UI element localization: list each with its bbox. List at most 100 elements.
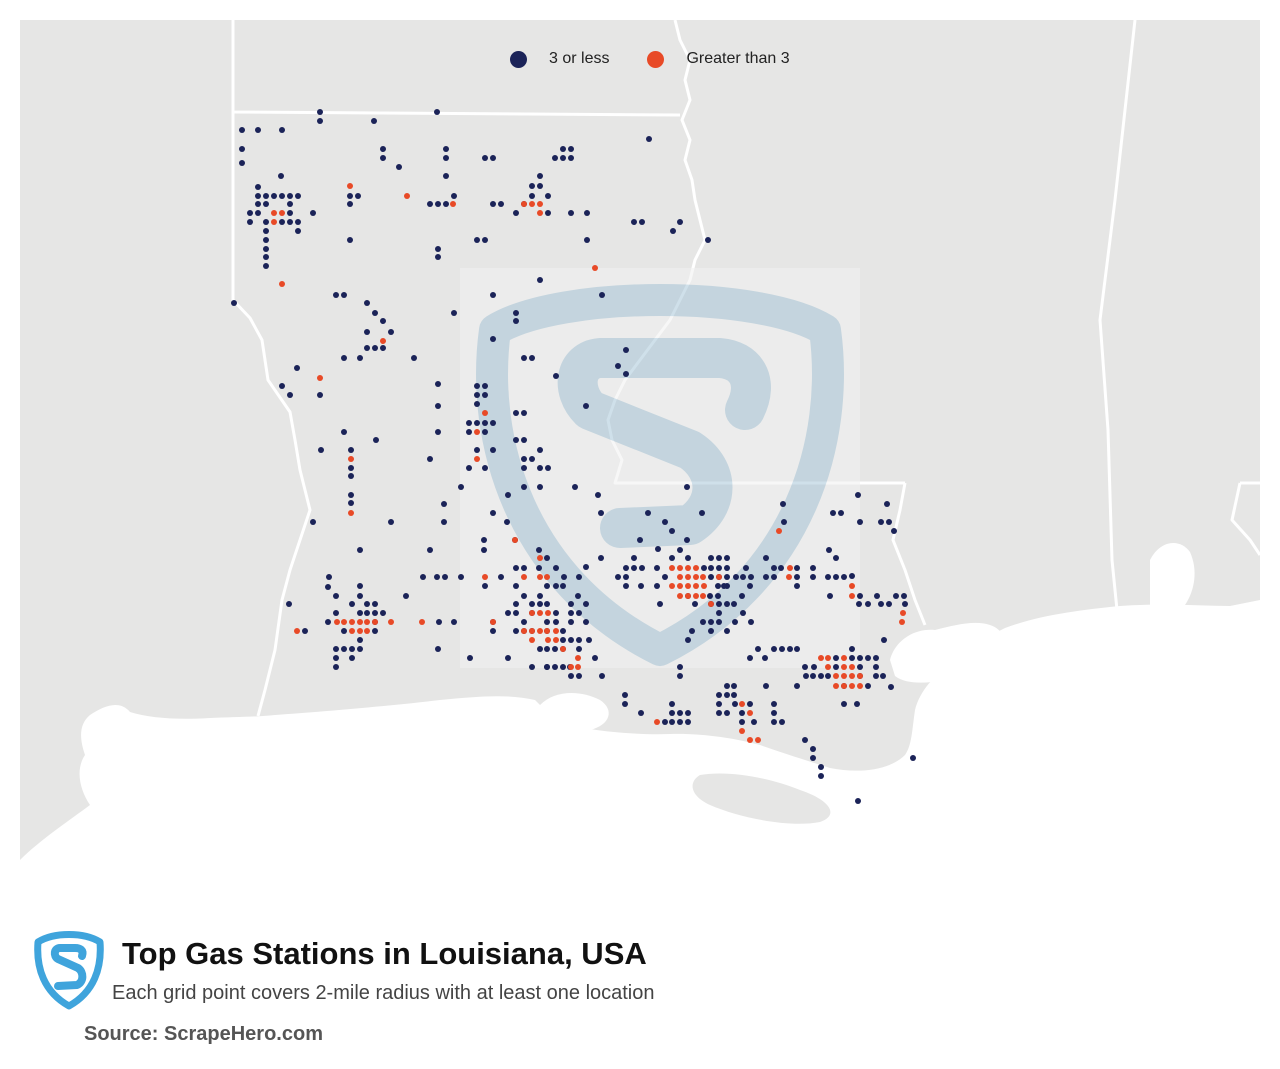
lake-pontchartrain <box>890 622 1005 683</box>
grid-point-low <box>482 155 488 161</box>
grid-point-low <box>724 565 730 571</box>
grid-point-high <box>701 583 707 589</box>
grid-point-low <box>333 664 339 670</box>
grid-point-low <box>771 719 777 725</box>
grid-point-low <box>341 292 347 298</box>
grid-point-high <box>900 610 906 616</box>
grid-point-low <box>364 601 370 607</box>
grid-point-low <box>833 574 839 580</box>
grid-point-low <box>721 583 727 589</box>
grid-point-high <box>545 637 551 643</box>
grid-point-low <box>592 655 598 661</box>
grid-point-low <box>716 619 722 625</box>
grid-point-high <box>677 593 683 599</box>
scrapehero-shield-icon <box>34 931 104 1010</box>
grid-point-low <box>623 574 629 580</box>
grid-point-low <box>349 601 355 607</box>
grid-point-high <box>544 574 550 580</box>
mississippi-islands <box>1150 542 1195 608</box>
grid-point-low <box>810 755 816 761</box>
grid-point-low <box>708 628 714 634</box>
grid-point-low <box>372 628 378 634</box>
grid-point-low <box>441 519 447 525</box>
louisiana-map[interactable] <box>20 20 1260 865</box>
grid-point-low <box>513 310 519 316</box>
grid-point-high <box>529 610 535 616</box>
grid-point-low <box>583 619 589 625</box>
grid-point-low <box>731 692 737 698</box>
grid-point-low <box>849 573 855 579</box>
grid-point-high <box>404 193 410 199</box>
grid-point-low <box>857 664 863 670</box>
grid-point-low <box>357 547 363 553</box>
grid-point-high <box>849 583 855 589</box>
grid-point-low <box>724 601 730 607</box>
page-subtitle: Each grid point covers 2-mile radius wit… <box>112 982 655 1004</box>
grid-point-low <box>677 219 683 225</box>
grid-point-low <box>615 574 621 580</box>
grid-point-high <box>279 210 285 216</box>
legend-dot-low-icon <box>510 50 527 68</box>
grid-point-low <box>544 619 550 625</box>
grid-point-low <box>544 555 550 561</box>
grid-point-low <box>810 574 816 580</box>
grid-point-high <box>849 673 855 679</box>
grid-point-low <box>715 583 721 589</box>
grid-point-high <box>450 201 456 207</box>
map-panel[interactable]: 3 or less Greater than 3 <box>20 20 1260 865</box>
grid-point-low <box>747 701 753 707</box>
grid-point-low <box>873 664 879 670</box>
grid-point-low <box>553 565 559 571</box>
grid-point-low <box>544 601 550 607</box>
grid-point-low <box>751 719 757 725</box>
grid-point-low <box>545 465 551 471</box>
grid-point-low <box>669 555 675 561</box>
grid-point-high <box>685 593 691 599</box>
grid-point-low <box>490 292 496 298</box>
grid-point-low <box>684 484 690 490</box>
grid-point-low <box>536 547 542 553</box>
grid-point-low <box>857 519 863 525</box>
grid-point-low <box>333 610 339 616</box>
grid-point-low <box>692 601 698 607</box>
grid-point-low <box>901 593 907 599</box>
grid-point-low <box>490 420 496 426</box>
grid-point-low <box>884 501 890 507</box>
grid-point-low <box>333 655 339 661</box>
grid-point-low <box>865 601 871 607</box>
grid-point-high <box>685 574 691 580</box>
grid-point-low <box>474 447 480 453</box>
grid-point-low <box>279 193 285 199</box>
grid-point-low <box>357 583 363 589</box>
grid-point-low <box>536 565 542 571</box>
grid-point-low <box>326 574 332 580</box>
grid-point-low <box>583 601 589 607</box>
grid-point-low <box>707 593 713 599</box>
grid-point-low <box>669 710 675 716</box>
grid-point-low <box>874 593 880 599</box>
grid-point-low <box>560 628 566 634</box>
grid-point-low <box>411 355 417 361</box>
grid-point-low <box>482 429 488 435</box>
grid-point-low <box>731 683 737 689</box>
grid-point-low <box>435 254 441 260</box>
grid-point-low <box>287 210 293 216</box>
grid-point-low <box>739 719 745 725</box>
grid-point-low <box>762 655 768 661</box>
grid-point-low <box>349 655 355 661</box>
grid-point-high <box>279 281 285 287</box>
grid-point-low <box>513 610 519 616</box>
grid-point-low <box>584 237 590 243</box>
grid-point-low <box>529 355 535 361</box>
grid-point-low <box>247 210 253 216</box>
grid-point-low <box>568 610 574 616</box>
grid-point-low <box>255 193 261 199</box>
grid-point-low <box>310 519 316 525</box>
grid-point-low <box>662 574 668 580</box>
grid-point-low <box>504 519 510 525</box>
grid-point-low <box>317 118 323 124</box>
grid-point-low <box>263 219 269 225</box>
grid-point-low <box>716 710 722 716</box>
grid-point-low <box>482 465 488 471</box>
grid-point-low <box>435 403 441 409</box>
